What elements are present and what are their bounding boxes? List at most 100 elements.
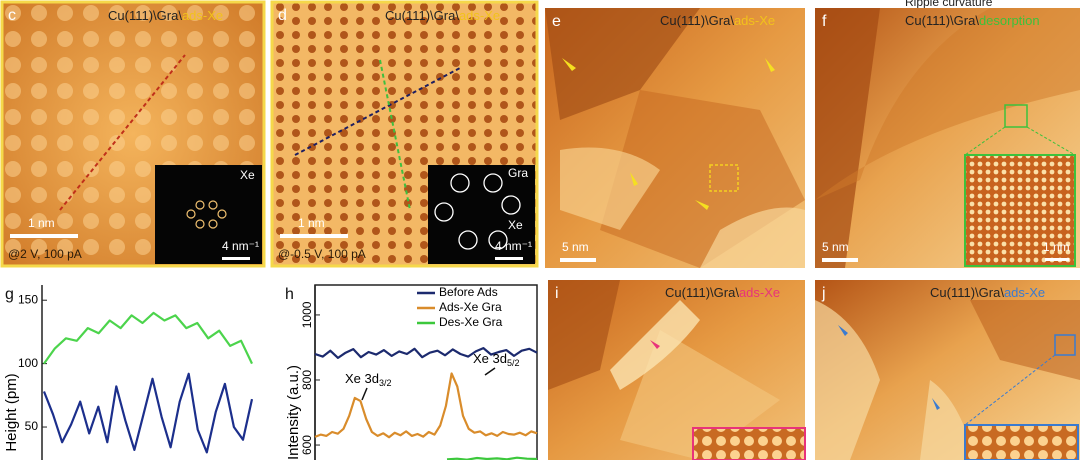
zoom-line [964,354,1056,426]
title-highlight: ads-Xe [182,8,223,23]
condition: @2 V, 100 pA [8,247,82,261]
panel-title: Cu(111)\Gra\ads-Xe [108,8,223,23]
series-line [43,311,253,365]
panel-letter: j [821,285,826,302]
y-tick-label: 150 [18,292,38,306]
condition: @-0.5 V, 100 pA [278,247,366,261]
y-tick-label: 600 [300,435,314,455]
lattice-inset [964,154,1076,267]
y-tick-label: 800 [300,370,314,390]
panel-letter: f [822,13,827,30]
title-text: Cu(111)\Gra\ [930,285,1004,300]
y-axis-label: Height (pm) [3,373,20,451]
adsorbate [815,300,880,460]
panel-d: Gra Xe 4 nm⁻¹ 1 nm @-0.5 V, 100 pA d Cu(… [270,0,539,268]
scale-label: 5 nm [562,240,589,254]
zoom-box [1054,334,1076,356]
title-highlight: ads-Xe [459,8,500,23]
scale-bar [495,257,523,260]
terrace [545,8,700,120]
profile-line [59,54,186,211]
series-line [314,347,538,359]
scale-bar [822,258,858,262]
panel-title: Cu(111)\Gra\ads-Xe [385,8,500,23]
panel-letter: e [552,13,561,30]
panel-f: 1 nm 5 nm f Cu(111)\Gra\desorption [815,8,1080,268]
lattice-inset [692,427,806,460]
zoom-line [1026,126,1076,156]
title-highlight: ads-Xe [734,13,775,28]
arrows [838,325,940,410]
inset-scale: 1 nm [1043,240,1070,254]
fft-spots [186,200,227,229]
title-highlight: desorption [979,13,1040,28]
annotation-arrow [484,367,496,376]
legend-label: Before Ads [439,285,498,299]
title-text: Cu(111)\Gra\ [385,8,459,23]
profile-line [379,59,411,211]
panel-title: Cu(111)\Gra\ads-Xe [660,13,775,28]
inset-scale: 4 nm⁻¹ [495,239,532,253]
terrace [548,280,620,390]
adsorbate [920,380,975,460]
panel-letter: d [278,7,287,24]
panel-j: j Cu(111)\Gra\ads-Xe [815,280,1080,460]
title-text: Cu(111)\Gra\ [108,8,182,23]
legend-label: Ads-Xe Gra [439,300,502,314]
panel-title: Cu(111)\Gra\ads-Xe [930,285,1045,300]
arrows [562,58,775,210]
terrace [815,8,1080,200]
panel-i: i Cu(111)\Gra\ads-Xe [548,280,806,460]
lattice-inset [964,424,1079,460]
scale-bar [560,258,596,262]
fft-spots [434,173,521,250]
panel-title: Cu(111)\Gra\ads-Xe [665,285,780,300]
scale-bar [10,234,78,238]
scale-label: 5 nm [822,240,849,254]
arrow [650,340,660,349]
scale-label: 1 nm [298,216,325,230]
annotation-sub: 5/2 [507,358,520,368]
title-highlight: ads-Xe [1004,285,1045,300]
annotation-sub: 3/2 [379,378,392,388]
top-caption: Ripple curvature [905,0,993,9]
adsorbate [560,147,660,230]
annotation-text: Xe 3d [345,371,379,386]
y-tick-label: 50 [25,419,39,433]
plot-frame [314,284,538,460]
title-text: Cu(111)\Gra\ [665,285,739,300]
fft-inset [155,165,262,264]
annotation-text: Xe 3d [473,351,507,366]
inset-label: Xe [508,218,523,232]
y-axis-label: Intensity (a.u.) [285,365,302,460]
terrace [970,300,1080,380]
series-line [42,372,254,454]
scale-bar [280,234,348,238]
fft-inset [428,165,535,264]
profile-line [294,67,461,156]
zoom-line [964,126,1006,156]
terrace [815,8,880,268]
panel-letter: i [555,285,559,302]
series-line [314,372,538,439]
title-text: Cu(111)\Gra\ [905,13,979,28]
panel-e: 5 nm e Cu(111)\Gra\ads-Xe [545,8,805,268]
inset-label: Gra [508,166,528,180]
zoom-box [709,164,739,192]
series-line [446,456,538,460]
annotation: Xe 3d5/2 [473,351,520,368]
panel-letter: g [5,286,14,303]
panel-title: Cu(111)\Gra\desorption [905,13,1040,28]
legend-label: Des-Xe Gra [439,315,503,329]
scale-bar [1045,258,1069,261]
inset-label: Xe [240,168,255,182]
adsorbate [700,207,805,268]
y-tick-label: 1000 [300,301,314,328]
panel-letter: c [8,7,16,24]
y-tick-label: 100 [18,356,38,370]
title-text: Cu(111)\Gra\ [660,13,734,28]
zoom-box [1004,104,1028,128]
panel-letter: h [285,286,294,303]
title-highlight: ads-Xe [739,285,780,300]
